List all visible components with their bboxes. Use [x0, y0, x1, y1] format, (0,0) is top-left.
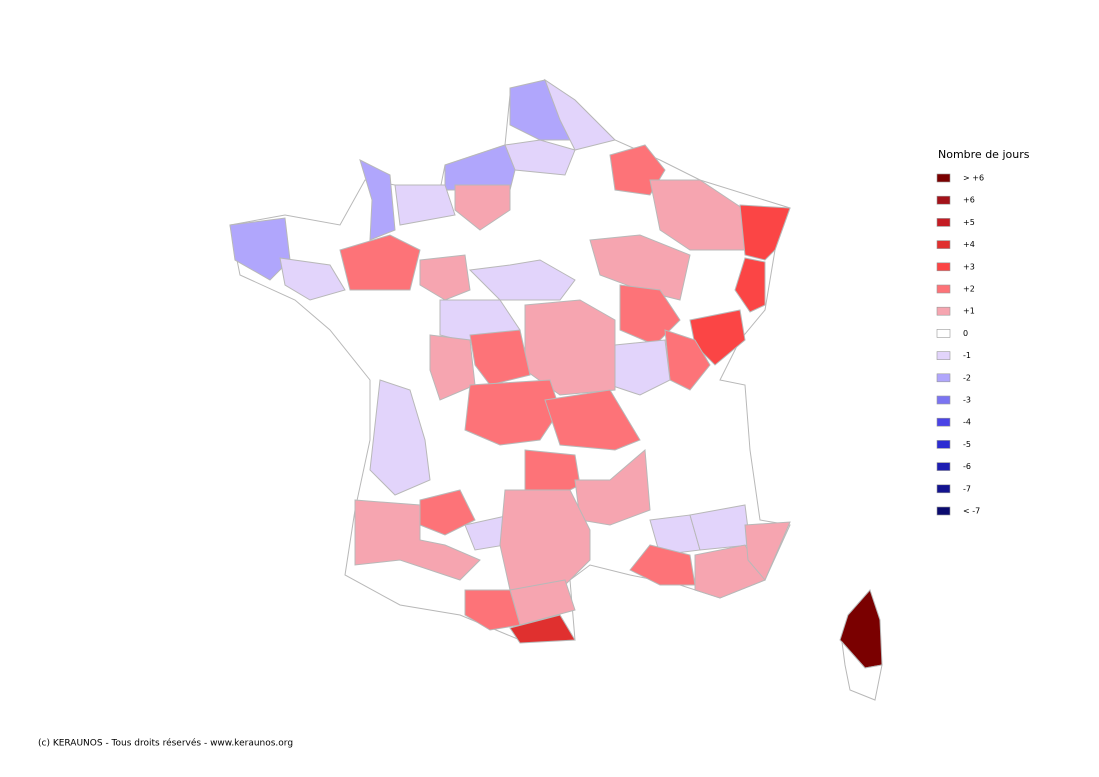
legend-swatch: [936, 306, 951, 316]
legend-label: +4: [963, 240, 975, 249]
region: [739, 204, 791, 261]
legend-swatch: [936, 506, 951, 516]
legend-swatch: [936, 284, 951, 294]
legend-label: -7: [963, 484, 971, 493]
legend-swatch: [936, 329, 951, 338]
region: [444, 144, 516, 191]
legend-swatch: [936, 240, 951, 249]
region: [369, 379, 431, 496]
legend-label: -5: [963, 440, 971, 449]
legend-swatch: [936, 218, 951, 227]
region: [744, 521, 791, 581]
region: [429, 334, 476, 401]
legend-label: -2: [963, 373, 971, 382]
legend-swatch: [936, 373, 951, 383]
legend-swatch: [936, 262, 951, 272]
legend-swatch: [936, 395, 951, 405]
legend-label: < -7: [963, 507, 980, 516]
region: [339, 234, 421, 291]
legend-label: > +6: [963, 174, 984, 183]
legend: > +6 +6 +5 +4 +3 +2 +1 0 -1 -2 -3 -4 -5 -6 -7 < -7: [936, 173, 984, 516]
region: [629, 544, 696, 586]
region: [419, 254, 471, 301]
legend-swatch: [936, 195, 951, 205]
region: [359, 159, 396, 241]
region: [464, 589, 521, 631]
legend-label: -3: [963, 396, 971, 405]
region: [229, 217, 291, 281]
legend-label: -4: [963, 418, 971, 427]
region: [354, 499, 481, 581]
legend-label: +5: [963, 218, 975, 227]
region: [509, 614, 576, 644]
region: [279, 257, 346, 301]
region: [464, 379, 561, 446]
region: [543, 78, 616, 151]
legend-label: +3: [963, 262, 975, 271]
legend-swatch: [936, 484, 951, 494]
copyright: (c) KERAUNOS - Tous droits réservés - ww…: [38, 738, 293, 749]
legend-label: +6: [963, 196, 975, 205]
legend-label: +2: [963, 285, 975, 294]
legend-swatch: [936, 462, 951, 471]
legend-label: -1: [963, 351, 971, 360]
region: [544, 389, 641, 451]
legend-label: 0: [963, 329, 968, 338]
legend-label: +1: [963, 307, 975, 316]
legend-swatch: [936, 351, 951, 360]
region: [394, 184, 456, 226]
region: [499, 489, 591, 591]
region: [469, 329, 531, 386]
corsica-south: [841, 640, 883, 701]
region: [454, 184, 511, 231]
legend-title: Nombre de jours: [938, 148, 1030, 161]
region: [589, 234, 691, 301]
legend-label: -6: [963, 462, 971, 471]
region: [734, 257, 766, 313]
legend-swatch: [936, 440, 951, 449]
france-map: [229, 78, 883, 701]
legend-swatch: [936, 417, 951, 427]
legend-swatch: [936, 173, 951, 183]
